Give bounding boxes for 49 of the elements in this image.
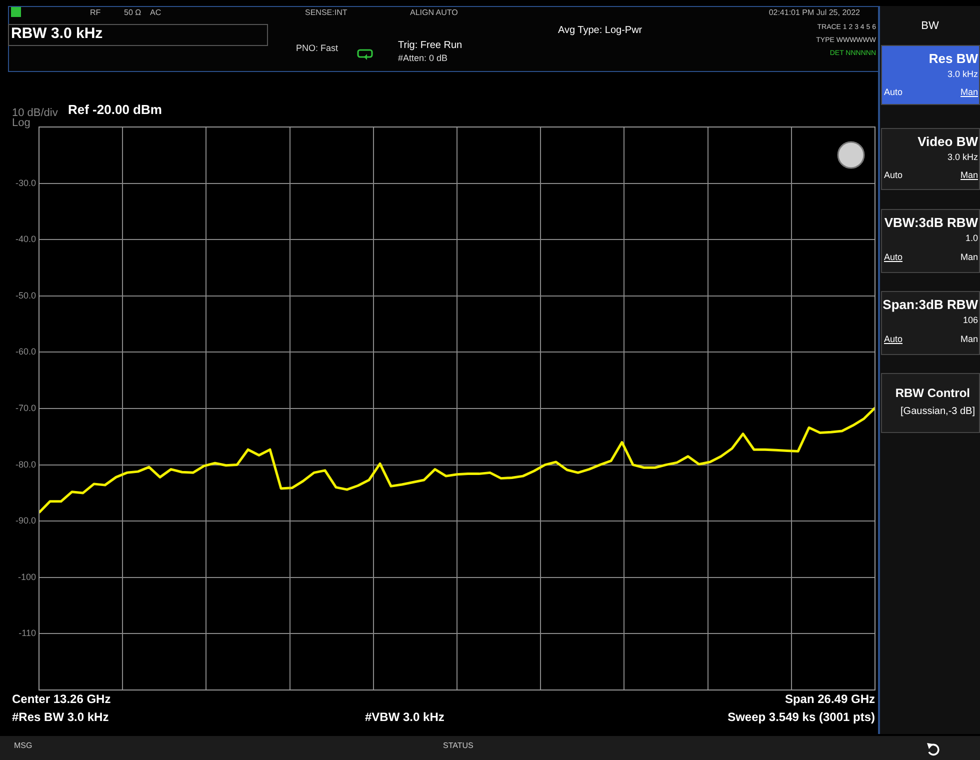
text: RBW Control — [895, 386, 970, 400]
text: Auto — [884, 170, 903, 181]
y-tick-label: -30.0 — [15, 178, 36, 188]
text: Video BW — [918, 134, 978, 150]
y-tick-label: -50.0 — [15, 290, 36, 300]
text: Avg Type: Log-Pwr — [558, 25, 642, 36]
text: 3.0 kHz — [947, 152, 978, 163]
text: SENSE:INT — [305, 8, 348, 18]
y-tick-label: -90.0 — [15, 516, 36, 526]
text: Man — [960, 87, 978, 98]
text: Log — [12, 117, 30, 130]
text: STATUS — [443, 741, 474, 751]
text: ALIGN AUTO — [410, 8, 458, 18]
text: AC — [150, 8, 162, 18]
text: Auto — [884, 252, 903, 263]
text: Span:3dB RBW — [882, 297, 978, 312]
y-tick-label: -110 — [18, 628, 36, 638]
text: Man — [960, 170, 978, 181]
text: PNO: Fast — [296, 43, 338, 54]
chart-title: RBW 3.0 kHz — [11, 25, 103, 42]
text: Res BW — [928, 51, 978, 66]
text: 1.0 — [965, 233, 978, 244]
text: 10 dB/div — [12, 107, 58, 119]
text: RF — [90, 8, 101, 18]
text: Center 13.26 GHz — [12, 692, 111, 706]
text: Sweep 3.549 ks (3001 pts) — [728, 710, 875, 724]
text: BW — [921, 20, 939, 32]
text: Trig: Free Run — [398, 40, 462, 51]
text: [Gaussian,-3 dB] — [900, 406, 975, 417]
text: Man — [960, 252, 978, 263]
text: #VBW 3.0 kHz — [365, 710, 444, 724]
y-tick-label: -60.0 — [15, 346, 36, 357]
text: Span 26.49 GHz — [784, 692, 875, 706]
text: 50 Ω — [124, 8, 142, 18]
text: VBW:3dB RBW — [884, 215, 978, 230]
text: 106 — [962, 315, 978, 326]
text: Auto — [884, 334, 903, 345]
text: MSG — [14, 741, 32, 751]
text: Auto — [884, 87, 903, 98]
text: Man — [960, 334, 978, 345]
text: Ref -20.00 dBm — [68, 102, 162, 118]
text: 02:41:01 PM Jul 25, 2022 — [768, 8, 860, 18]
y-tick-label: -80.0 — [15, 459, 36, 470]
text: #Atten: 0 dB — [398, 53, 448, 64]
y-tick-label: -40.0 — [15, 234, 36, 244]
text: 3.0 kHz — [947, 69, 978, 80]
text: #Res BW 3.0 kHz — [12, 710, 109, 724]
y-tick-label: -100 — [18, 572, 36, 582]
y-tick-label: -70.0 — [15, 402, 36, 413]
